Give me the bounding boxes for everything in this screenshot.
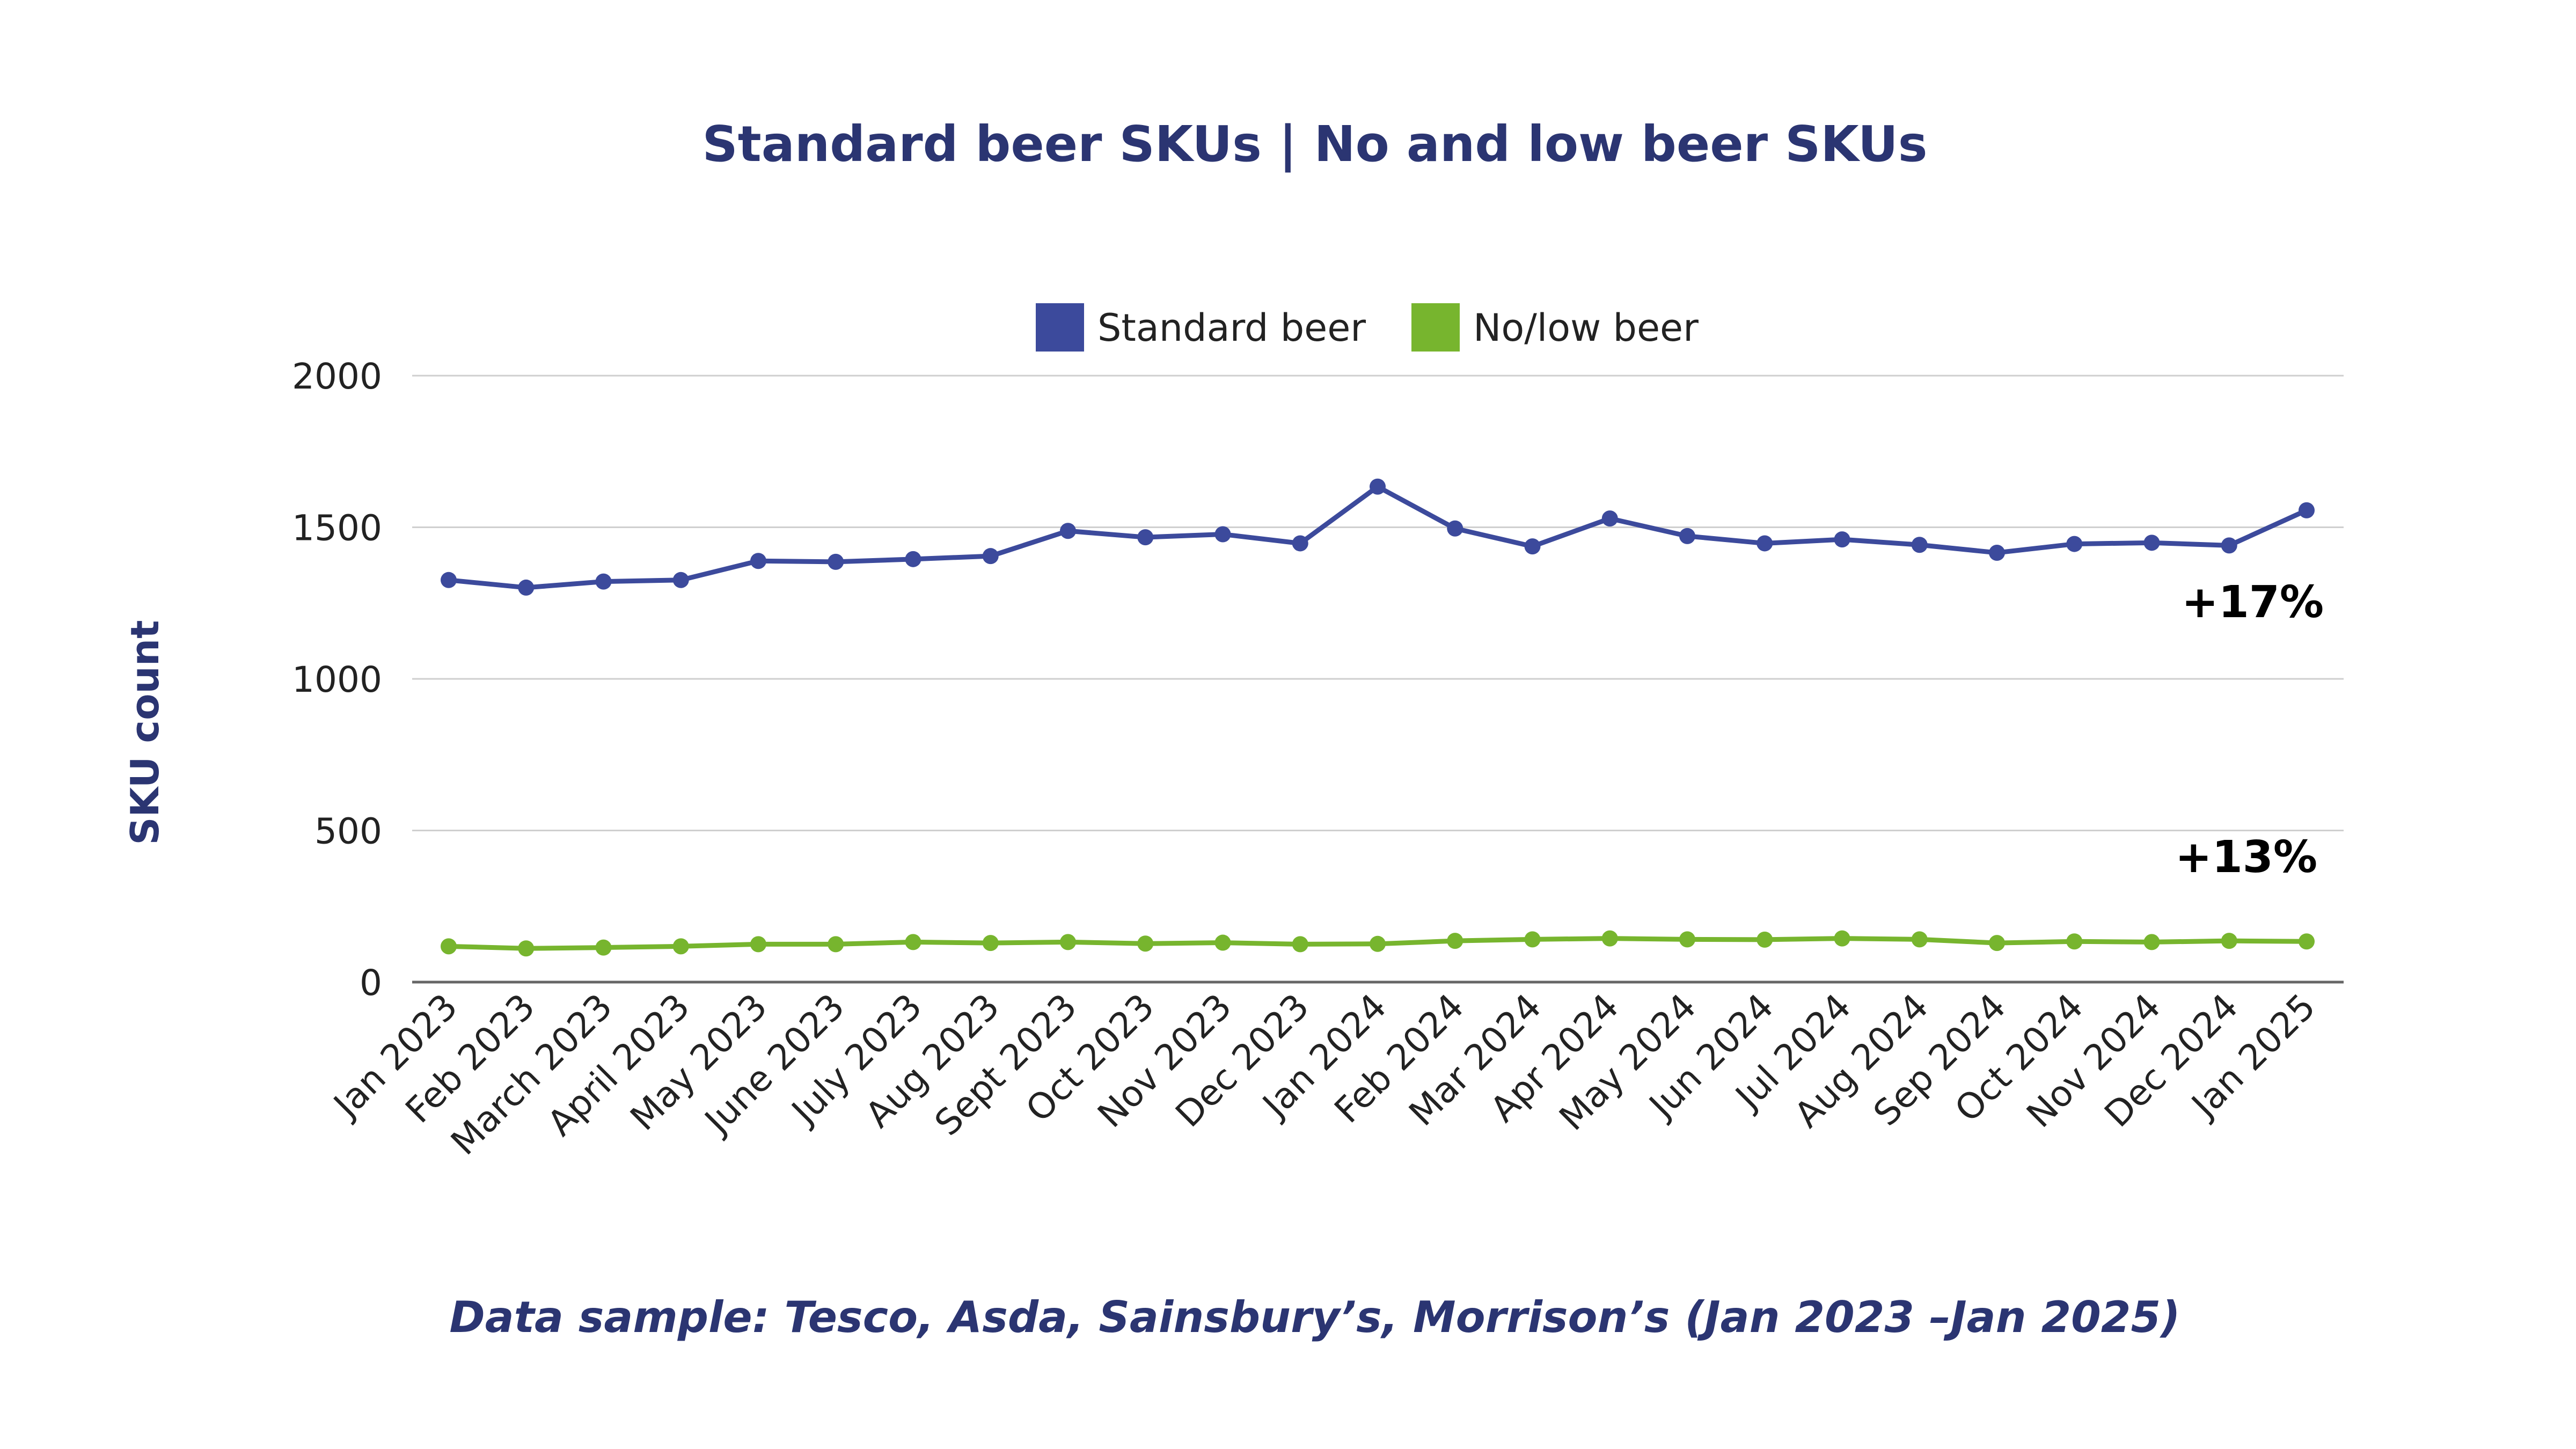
data-point — [1911, 931, 1928, 948]
y-tick-label: 1500 — [292, 508, 382, 549]
data-point — [441, 572, 457, 588]
series-no-low-beer — [441, 930, 2315, 957]
data-point — [1601, 930, 1618, 947]
y-tick-labels: 0 500 1000 1500 2000 — [292, 356, 382, 1004]
data-point — [905, 934, 921, 950]
data-point — [1989, 935, 2005, 952]
data-point — [1989, 544, 2005, 561]
footnote: Data sample: Tesco, Asda, Sainsbury’s, M… — [449, 1292, 2180, 1342]
y-tick-label: 500 — [314, 811, 382, 852]
y-tick-label: 2000 — [292, 356, 382, 397]
data-point — [828, 936, 844, 953]
data-point — [2221, 537, 2237, 554]
series-group — [441, 478, 2315, 957]
data-point — [828, 553, 844, 570]
data-point — [1447, 520, 1463, 537]
chart-title: Standard beer SKUs | No and low beer SKU… — [702, 115, 1927, 173]
series-standard-beer — [441, 478, 2315, 596]
data-point — [595, 573, 612, 590]
y-tick-label: 0 — [360, 962, 382, 1004]
data-point — [2221, 933, 2237, 949]
data-point — [441, 938, 457, 955]
legend-swatch-standard-beer — [1036, 303, 1084, 352]
data-point — [1834, 930, 1850, 947]
data-point — [1524, 931, 1541, 948]
data-point — [1834, 531, 1850, 548]
data-point — [1679, 931, 1695, 948]
data-point — [1292, 936, 1308, 953]
y-axis-label: SKU count — [122, 620, 167, 845]
data-point — [1601, 510, 1618, 527]
data-point — [750, 936, 766, 953]
y-tick-label: 1000 — [292, 659, 382, 700]
data-point — [1137, 935, 1154, 952]
data-point — [1137, 529, 1154, 546]
data-point — [1447, 933, 1463, 949]
data-point — [672, 572, 689, 588]
legend-label-standard-beer: Standard beer — [1097, 306, 1366, 350]
data-point — [1214, 934, 1231, 951]
data-point — [1757, 931, 1773, 948]
legend-swatch-no-low-beer — [1411, 303, 1460, 352]
data-point — [905, 551, 921, 567]
annotation-standard-beer-growth: +17% — [2182, 577, 2324, 628]
data-point — [1757, 535, 1773, 552]
data-point — [1679, 528, 1695, 544]
legend-label-no-low-beer: No/low beer — [1473, 306, 1699, 350]
data-point — [1524, 538, 1541, 555]
data-point — [518, 579, 535, 596]
data-point — [518, 940, 535, 957]
data-point — [1911, 537, 1928, 553]
data-point — [595, 939, 612, 956]
data-point — [2299, 502, 2315, 518]
annotation-no-low-beer-growth: +13% — [2175, 832, 2317, 883]
data-point — [1214, 526, 1231, 543]
series-line — [448, 484, 2308, 590]
gridlines — [412, 375, 2344, 984]
data-point — [672, 938, 689, 955]
data-point — [1060, 934, 1076, 950]
data-point — [2299, 933, 2315, 950]
data-point — [2143, 934, 2160, 950]
data-point — [1292, 535, 1308, 552]
data-point — [2066, 536, 2083, 552]
data-point — [2143, 535, 2160, 551]
data-point — [1060, 523, 1076, 539]
data-point — [1370, 478, 1386, 495]
data-point — [982, 548, 999, 565]
data-point — [750, 553, 766, 569]
data-point — [1370, 935, 1386, 952]
data-point — [982, 935, 999, 952]
legend: Standard beer No/low beer — [1036, 303, 1699, 352]
data-point — [2066, 933, 2083, 950]
